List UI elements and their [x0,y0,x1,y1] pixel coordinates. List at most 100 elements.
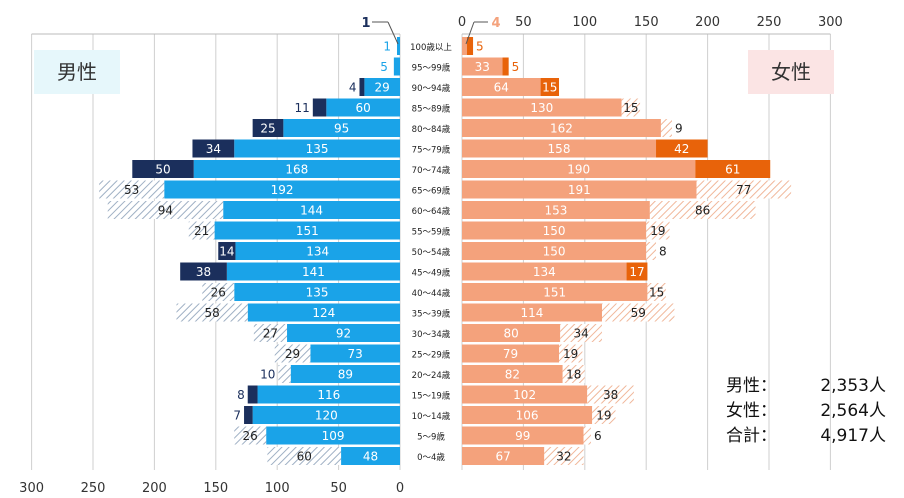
data-label-male-extra: 60 [297,450,312,464]
bar-female-main [462,119,661,137]
data-label-female-extra: 61 [725,163,740,177]
bar-male-decrease [267,447,342,465]
bar-male-main [310,344,400,363]
callout-label-male: 1 [361,16,370,31]
category-label: 45～49歳 [412,268,451,279]
bar-female-decrease [601,303,675,322]
totals-row-female: 女性： 2,564人 [726,399,886,424]
data-label-male-extra: 4 [349,81,357,95]
data-label-male-extra: 14 [219,245,234,259]
data-label-male-extra: 25 [260,122,275,136]
bar-female-decrease [583,426,591,445]
bar-female-decrease [646,221,670,240]
bar-female-decrease [544,447,584,465]
male-label: 男性 [34,50,120,94]
bar-female-increase [626,262,648,281]
bar-male-increase [312,98,327,117]
bar-male-main [257,385,400,404]
data-label-male-main: 73 [348,347,363,361]
data-label-male-extra: 50 [155,163,170,177]
totals-label: 合計： [726,426,777,446]
bar-male-increase [192,139,235,158]
tick-label-female: 300 [818,15,843,30]
data-label-female-extra: 19 [596,409,611,423]
data-label-male-main: 109 [322,429,345,443]
data-label-female-extra: 6 [594,429,602,443]
data-label-male-main: 141 [302,265,325,279]
bar-female-main [462,98,622,117]
tick-label-female: 150 [634,15,659,30]
bar-male-main [235,242,400,260]
bar-male-increase [247,385,258,404]
data-label-female-main: 158 [548,142,571,156]
data-label-female-extra: 17 [629,265,644,279]
tick-label-male: 200 [142,481,167,496]
data-label-male-main: 151 [296,224,319,238]
bar-male-main [287,324,400,342]
tick-label-male: 0 [396,481,404,496]
category-label: 25～29歳 [412,350,451,361]
bar-male-increase [252,119,284,137]
data-label-male-extra: 11 [295,101,310,115]
tick-label-male: 150 [203,481,228,496]
bar-male-main [397,37,400,55]
category-label: 30～34歳 [412,329,451,340]
data-label-female-extra: 5 [476,40,484,54]
bar-female-main [462,221,647,240]
category-label: 55～59歳 [412,227,451,238]
bar-male-main [164,180,400,199]
data-label-male-main: 135 [306,142,329,156]
bar-female-main [462,180,697,199]
data-label-male-extra: 38 [196,265,211,279]
data-label-female-extra: 18 [566,368,581,382]
tick-label-male: 300 [19,481,44,496]
bar-female-decrease [646,242,657,260]
tick-label-female: 250 [757,15,782,30]
bar-female-main [462,201,650,219]
tick-label-female: 0 [458,15,466,30]
data-label-female-extra: 15 [623,101,638,115]
data-label-female-extra: 9 [675,122,683,136]
category-label: 50～54歳 [412,247,451,258]
bar-female-main [462,57,503,76]
data-label-male-extra: 10 [260,368,275,382]
bar-male-increase [180,262,227,281]
data-label-female-extra: 19 [563,347,578,361]
data-label-male-extra: 27 [263,327,278,341]
category-label: 20～24歳 [412,370,451,381]
bar-female-decrease [587,385,634,404]
bar-female-main [462,447,545,465]
bar-female-main [462,303,602,322]
callout-line-male [387,21,399,45]
category-label: 0～4歳 [417,452,445,463]
totals-panel: 男性： 2,353人 女性： 2,564人 合計： 4,917人 [726,374,886,449]
data-label-female-main: 162 [550,122,573,136]
bar-female-increase [502,57,509,76]
data-label-female-main: 67 [495,450,510,464]
category-label: 100歳以上 [410,42,452,53]
data-label-female-main: 150 [543,224,566,238]
bar-male-increase [244,406,253,424]
bar-male-increase [218,242,236,260]
data-label-male-main: 135 [306,286,329,300]
bar-female-increase [656,139,708,158]
data-label-female-main: 102 [513,388,536,402]
data-label-male-main: 144 [300,204,323,218]
category-label: 85～89歳 [412,104,451,115]
bar-female-main [462,242,647,260]
bar-male-main [193,160,400,178]
bar-male-decrease [253,324,288,342]
data-label-female-main: 130 [530,101,553,115]
data-label-male-main: 124 [312,306,335,320]
data-label-female-main: 114 [521,306,544,320]
data-label-male-main: 116 [317,388,340,402]
bar-female-decrease [592,406,616,424]
data-label-female-extra: 59 [631,306,646,320]
bar-female-decrease [649,201,756,219]
bar-female-increase [540,78,560,96]
data-label-female-extra: 15 [649,286,664,300]
data-label-male-main: 89 [338,368,353,382]
callout-line-female [465,21,475,45]
data-label-female-extra: 38 [603,388,618,402]
